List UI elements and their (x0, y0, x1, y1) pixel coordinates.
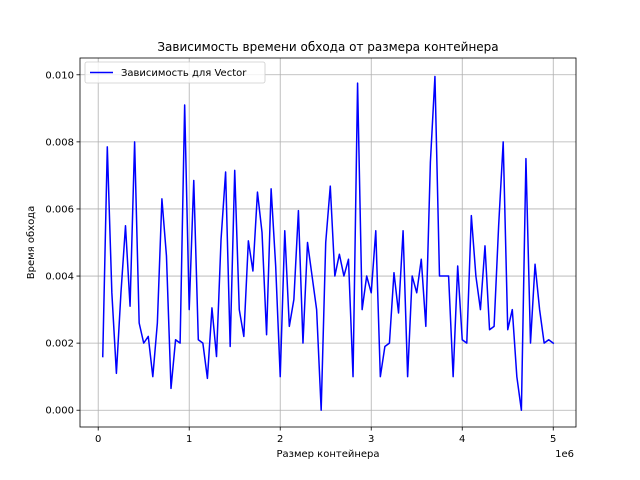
x-tick-label: 1 (186, 434, 192, 445)
legend-box (84, 61, 266, 84)
x-axis-label: Размер контейнера (276, 449, 379, 460)
y-tick-label: 0.002 (45, 339, 74, 350)
y-tick-label: 0.010 (45, 70, 74, 81)
x-tick-label: 3 (368, 434, 374, 445)
x-tick-label: 4 (459, 434, 465, 445)
legend-label: Зависимость для Vector (121, 68, 247, 79)
y-axis-label: Время обхода (26, 206, 37, 279)
series-layer (101, 75, 555, 411)
x-axis-offset-label: 1e6 (555, 449, 574, 460)
x-tick-label: 0 (95, 434, 101, 445)
y-tick-label: 0.006 (45, 204, 74, 215)
plot-area (80, 58, 576, 427)
y-tick-label: 0.004 (45, 272, 74, 283)
legend: Зависимость для Vector (84, 61, 266, 84)
x-tick-label: 5 (550, 434, 556, 445)
plot-frame (79, 57, 577, 428)
x-tick-label: 2 (277, 434, 283, 445)
tick-layer: 0 1 2 3 4 5 0.000 0.002 0.004 0.006 0.008 0.010 (45, 70, 556, 445)
y-tick-label: 0.000 (45, 406, 74, 417)
y-tick-label: 0.008 (45, 137, 74, 148)
series-line (101, 75, 555, 411)
chart-title: Зависимость времени обхода от размера ко… (157, 40, 498, 54)
